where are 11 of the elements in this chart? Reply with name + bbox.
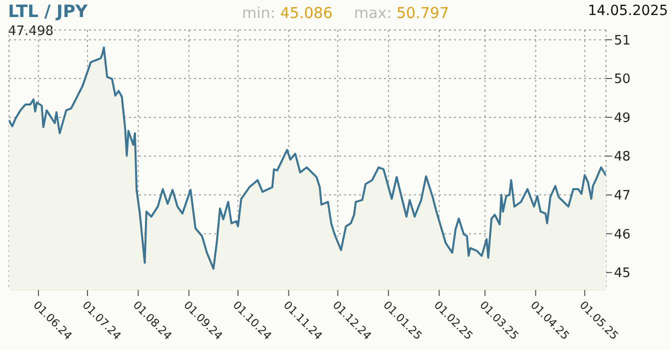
text: min: 45.086: [242, 4, 333, 22]
y-tick-label: 47: [614, 188, 631, 204]
y-tick-label: 46: [614, 227, 631, 242]
y-tick-label: 45: [614, 266, 631, 282]
y-tick-label: 48: [614, 150, 631, 165]
y-tick-label: 51: [614, 33, 631, 48]
y-tick-label: 49: [614, 110, 631, 126]
text: max: 50.797: [354, 4, 450, 22]
chart-title: LTL / JPY: [8, 2, 88, 22]
y-tick-label: 50: [614, 72, 631, 88]
chart-subtitle: 14.05.2025: [588, 3, 668, 19]
